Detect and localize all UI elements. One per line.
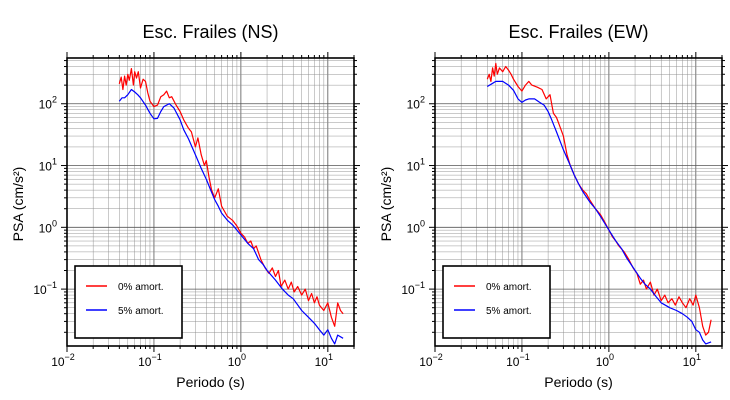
chart-title: Esc. Frailes (NS): [142, 22, 278, 42]
legend: 0% amort. 5% amort.: [74, 265, 183, 339]
legend-label: 5% amort.: [486, 306, 532, 317]
x-tick-label: 100: [596, 352, 614, 369]
x-tick-label: 100: [228, 352, 246, 369]
series-line-damping-0: [118, 68, 344, 327]
tick-marks: [61, 52, 360, 352]
legend-label: 0% amort.: [118, 282, 164, 293]
y-tick-label: 10−1: [33, 280, 57, 297]
y-tick-label: 101: [39, 157, 57, 174]
y-tick-label: 10−1: [401, 280, 425, 297]
grid: [66, 58, 355, 346]
x-tick-label: 10−1: [138, 352, 162, 369]
y-tick-label: 100: [407, 218, 425, 235]
tick-marks: [429, 52, 728, 352]
legend-box: [74, 265, 183, 339]
series-line-damping-0: [486, 62, 712, 336]
series-line-damping-5: [118, 88, 344, 345]
y-tick-label: 102: [39, 95, 57, 112]
y-tick-label: 101: [407, 157, 425, 174]
x-tick-label: 10−2: [51, 352, 75, 369]
plot-frame: [66, 57, 355, 347]
x-axis-label: Periodo (s): [544, 374, 612, 390]
chart-panel-1: 10−2 10−1 100 101 10−1 100 101 102 Esc. Frailes …: [10, 22, 360, 390]
chart-panel-2: 10−2 10−1 100 101 10−1 100 101 102 Esc. Frailes …: [378, 22, 728, 390]
x-tick-label: 101: [683, 352, 701, 369]
series-line-damping-5: [486, 80, 712, 345]
y-axis-label: PSA (cm/s²): [10, 167, 26, 242]
x-tick-label: 10−2: [419, 352, 443, 369]
legend: 0% amort. 5% amort.: [442, 265, 551, 339]
x-tick-label: 101: [315, 352, 333, 369]
y-tick-label: 102: [407, 95, 425, 112]
chart-title: Esc. Frailes (EW): [508, 22, 648, 42]
y-axis-label: PSA (cm/s²): [378, 167, 394, 242]
y-tick-label: 100: [39, 218, 57, 235]
legend-box: [442, 265, 551, 339]
legend-label: 0% amort.: [486, 282, 532, 293]
x-tick-label: 10−1: [506, 352, 530, 369]
legend-label: 5% amort.: [118, 306, 164, 317]
x-axis-label: Periodo (s): [176, 374, 244, 390]
plot-frame: [434, 57, 723, 347]
